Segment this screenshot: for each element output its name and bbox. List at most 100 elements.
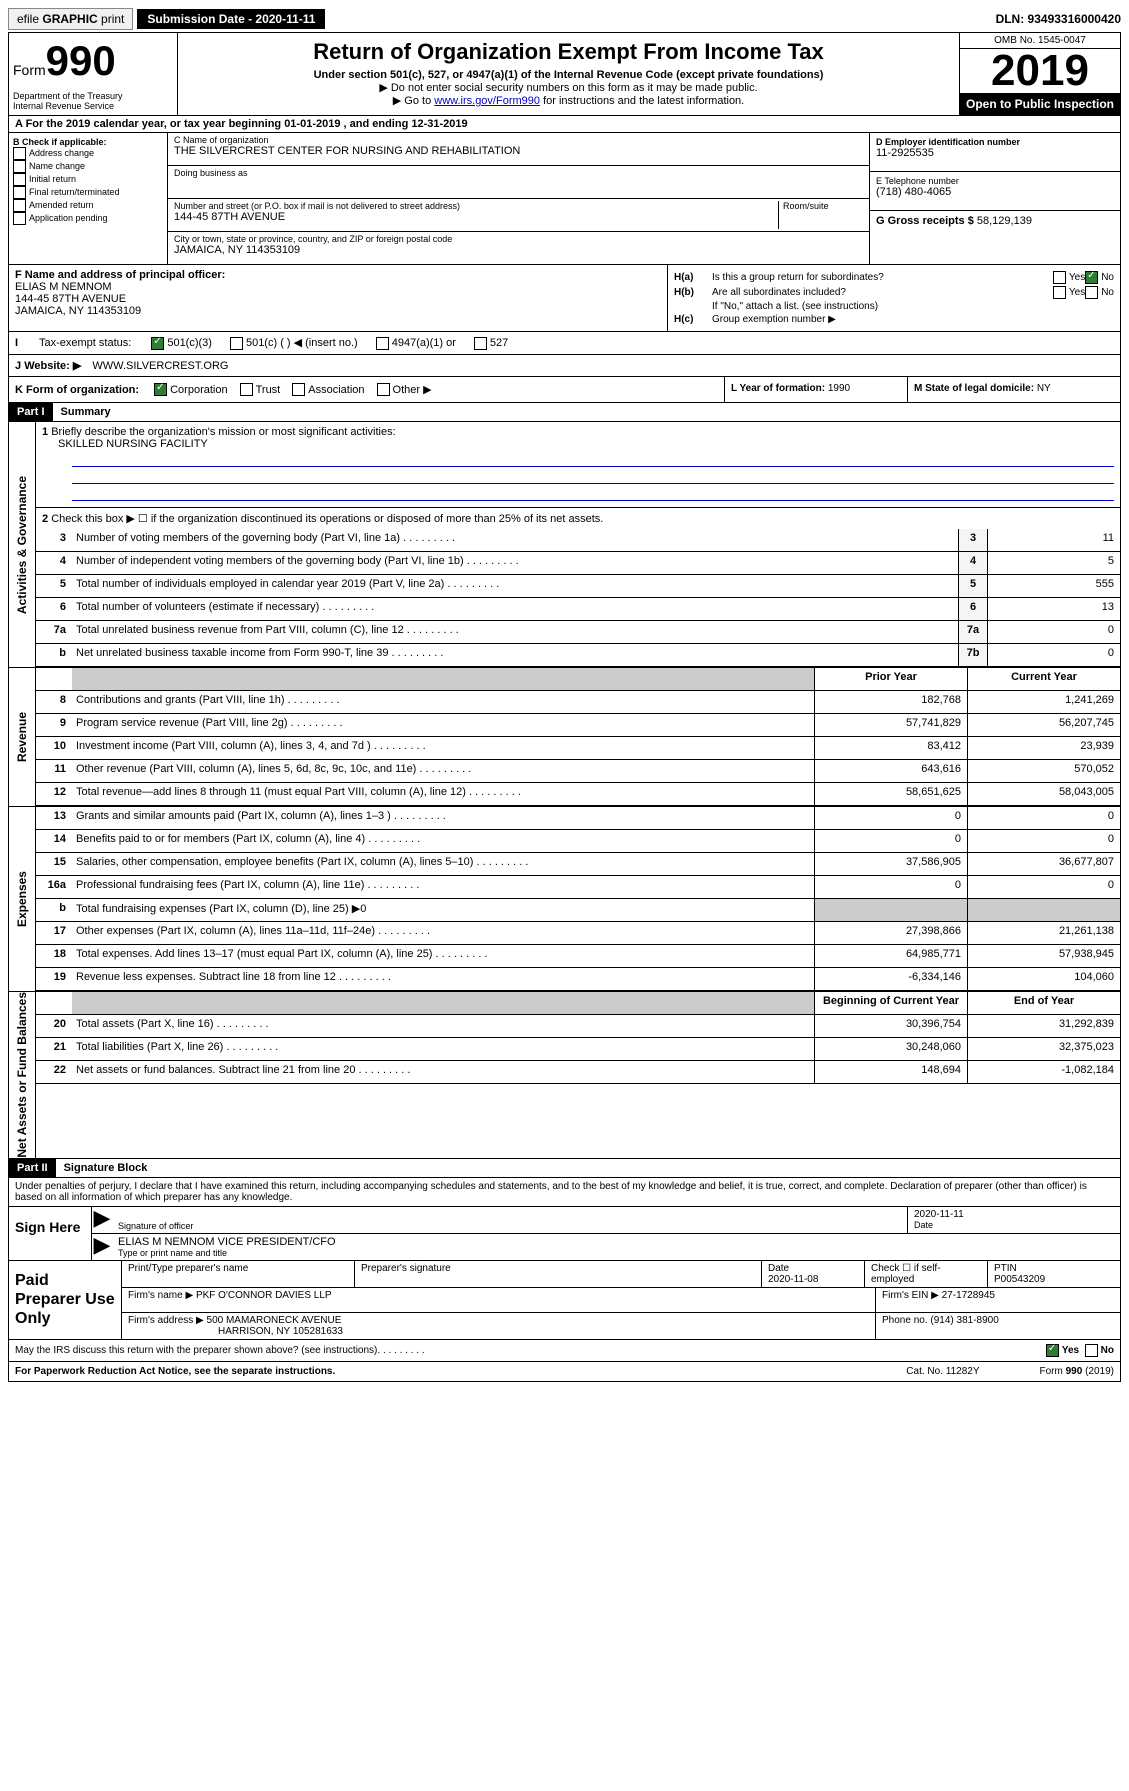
ha-yes-checkbox[interactable] xyxy=(1053,271,1066,284)
data-line: 12Total revenue—add lines 8 through 11 (… xyxy=(36,783,1120,806)
row-a-tax-year: A For the 2019 calendar year, or tax yea… xyxy=(9,116,1120,133)
form-number: Form990 xyxy=(13,37,173,85)
org-form-option[interactable]: Association xyxy=(292,384,364,396)
form-note1: ▶ Do not enter social security numbers o… xyxy=(184,81,953,94)
row-klm: K Form of organization: CorporationTrust… xyxy=(9,377,1120,404)
netassets-header-row: Beginning of Current Year End of Year xyxy=(36,992,1120,1015)
row-i-tax-status: I Tax-exempt status: 501(c)(3)501(c) ( )… xyxy=(9,332,1120,355)
part2-header: Part II Signature Block xyxy=(9,1158,1120,1178)
hb-yes-checkbox[interactable] xyxy=(1053,286,1066,299)
arrow-icon: ▶ xyxy=(92,1207,112,1233)
form-container: Form990 Department of the Treasury Inter… xyxy=(8,32,1121,1382)
checkbox-item[interactable]: Initial return xyxy=(13,173,163,186)
footer-row: For Paperwork Reduction Act Notice, see … xyxy=(9,1362,1120,1381)
data-line: 19Revenue less expenses. Subtract line 1… xyxy=(36,968,1120,991)
city-state-zip: JAMAICA, NY 114353109 xyxy=(174,244,863,256)
dba-row: Doing business as xyxy=(168,166,869,199)
data-line: 15Salaries, other compensation, employee… xyxy=(36,853,1120,876)
gross-receipts: 58,129,139 xyxy=(977,215,1032,227)
section-bcd: B Check if applicable: Address changeNam… xyxy=(9,133,1120,265)
data-line: bNet unrelated business taxable income f… xyxy=(36,644,1120,667)
header-right: OMB No. 1545-0047 2019 Open to Public In… xyxy=(959,33,1120,115)
governance-block: Activities & Governance 1 Briefly descri… xyxy=(9,422,1120,667)
header-middle: Return of Organization Exempt From Incom… xyxy=(178,33,959,115)
form-subtitle: Under section 501(c), 527, or 4947(a)(1)… xyxy=(184,69,953,81)
data-line: 7aTotal unrelated business revenue from … xyxy=(36,621,1120,644)
data-line: 11Other revenue (Part VIII, column (A), … xyxy=(36,760,1120,783)
org-form-option[interactable]: Corporation xyxy=(154,384,227,396)
checkbox-item[interactable]: Final return/terminated xyxy=(13,186,163,199)
ein-value: 11-2925535 xyxy=(876,147,1114,159)
checkbox-item[interactable]: Name change xyxy=(13,160,163,173)
discuss-no-checkbox[interactable] xyxy=(1085,1344,1098,1357)
data-line: 16aProfessional fundraising fees (Part I… xyxy=(36,876,1120,899)
side-tab-netassets: Net Assets or Fund Balances xyxy=(9,992,36,1158)
checkbox-item[interactable]: Application pending xyxy=(13,212,163,225)
checkbox-item[interactable]: Address change xyxy=(13,147,163,160)
dln-text: DLN: 93493316000420 xyxy=(996,12,1121,26)
data-line: 3Number of voting members of the governi… xyxy=(36,529,1120,552)
graphic-text: GRAPHIC xyxy=(42,12,97,26)
sign-here-label: Sign Here xyxy=(9,1207,92,1260)
efile-graphic-button[interactable]: efile GRAPHIC print xyxy=(8,8,133,30)
data-line: 22Net assets or fund balances. Subtract … xyxy=(36,1061,1120,1084)
tax-status-option[interactable]: 527 xyxy=(474,337,508,349)
phone-value: (718) 480-4065 xyxy=(876,186,1114,198)
ein-row: D Employer identification number 11-2925… xyxy=(870,133,1120,172)
form-header: Form990 Department of the Treasury Inter… xyxy=(9,33,1120,116)
row-l-year: L Year of formation: 1990 xyxy=(725,377,908,403)
org-name: THE SILVERCREST CENTER FOR NURSING AND R… xyxy=(174,145,863,157)
checkbox-item[interactable]: Amended return xyxy=(13,199,163,212)
data-line: 18Total expenses. Add lines 13–17 (must … xyxy=(36,945,1120,968)
part1-header: Part I Summary xyxy=(9,403,1120,422)
paid-preparer-label: Paid Preparer Use Only xyxy=(9,1261,122,1339)
data-line: 17Other expenses (Part IX, column (A), l… xyxy=(36,922,1120,945)
expenses-block: Expenses 13Grants and similar amounts pa… xyxy=(9,806,1120,991)
data-line: 10Investment income (Part VIII, column (… xyxy=(36,737,1120,760)
website-value: WWW.SILVERCREST.ORG xyxy=(92,360,228,372)
tax-status-option[interactable]: 4947(a)(1) or xyxy=(376,337,456,349)
line2-discontinued: 2 Check this box ▶ ☐ if the organization… xyxy=(36,507,1120,529)
side-tab-governance: Activities & Governance xyxy=(9,422,36,667)
org-form-option[interactable]: Other ▶ xyxy=(377,384,432,396)
revenue-header-row: Prior Year Current Year xyxy=(36,668,1120,691)
tax-status-option[interactable]: 501(c) ( ) ◀ (insert no.) xyxy=(230,337,358,349)
submission-date-box: Submission Date - 2020-11-11 xyxy=(137,9,325,29)
street-row: Number and street (or P.O. box if mail i… xyxy=(168,199,869,232)
principal-officer: F Name and address of principal officer:… xyxy=(9,265,668,331)
paid-preparer-section: Paid Preparer Use Only Print/Type prepar… xyxy=(9,1261,1120,1340)
form-title: Return of Organization Exempt From Incom… xyxy=(184,39,953,65)
netassets-block: Net Assets or Fund Balances Beginning of… xyxy=(9,991,1120,1158)
col-b-checkboxes: B Check if applicable: Address changeNam… xyxy=(9,133,168,264)
phone-row: E Telephone number (718) 480-4065 xyxy=(870,172,1120,211)
form-note2: ▶ Go to www.irs.gov/Form990 for instruct… xyxy=(184,94,953,107)
data-line: 21Total liabilities (Part X, line 26) 30… xyxy=(36,1038,1120,1061)
ha-no-checkbox[interactable] xyxy=(1085,271,1098,284)
side-tab-expenses: Expenses xyxy=(9,807,36,991)
discuss-row: May the IRS discuss this return with the… xyxy=(9,1340,1120,1362)
col-c-org-info: C Name of organization THE SILVERCREST C… xyxy=(168,133,870,264)
perjury-statement: Under penalties of perjury, I declare th… xyxy=(9,1178,1120,1207)
row-k-org-form: K Form of organization: CorporationTrust… xyxy=(9,377,725,403)
discuss-yes-checkbox[interactable] xyxy=(1046,1344,1059,1357)
irs-link[interactable]: www.irs.gov/Form990 xyxy=(434,95,540,107)
gross-row: G Gross receipts $ 58,129,139 xyxy=(870,211,1120,249)
col-d-ids: D Employer identification number 11-2925… xyxy=(870,133,1120,264)
form-ref: Form 990 (2019) xyxy=(1040,1366,1115,1377)
org-form-option[interactable]: Trust xyxy=(240,384,281,396)
line1-mission: 1 Briefly describe the organization's mi… xyxy=(36,422,1120,507)
tax-status-option[interactable]: 501(c)(3) xyxy=(151,337,212,349)
data-line: 8Contributions and grants (Part VIII, li… xyxy=(36,691,1120,714)
section-fgh: F Name and address of principal officer:… xyxy=(9,265,1120,332)
arrow-icon: ▶ xyxy=(92,1234,112,1260)
hb-no-checkbox[interactable] xyxy=(1085,286,1098,299)
print-text: print xyxy=(101,12,124,26)
side-tab-revenue: Revenue xyxy=(9,668,36,806)
section-h: H(a)Is this a group return for subordina… xyxy=(668,265,1120,331)
header-left: Form990 Department of the Treasury Inter… xyxy=(9,33,178,115)
efile-text: efile xyxy=(17,12,39,26)
city-row: City or town, state or province, country… xyxy=(168,232,869,264)
open-inspection: Open to Public Inspection xyxy=(960,93,1120,115)
row-m-state: M State of legal domicile: NY xyxy=(908,377,1120,403)
data-line: 5Total number of individuals employed in… xyxy=(36,575,1120,598)
